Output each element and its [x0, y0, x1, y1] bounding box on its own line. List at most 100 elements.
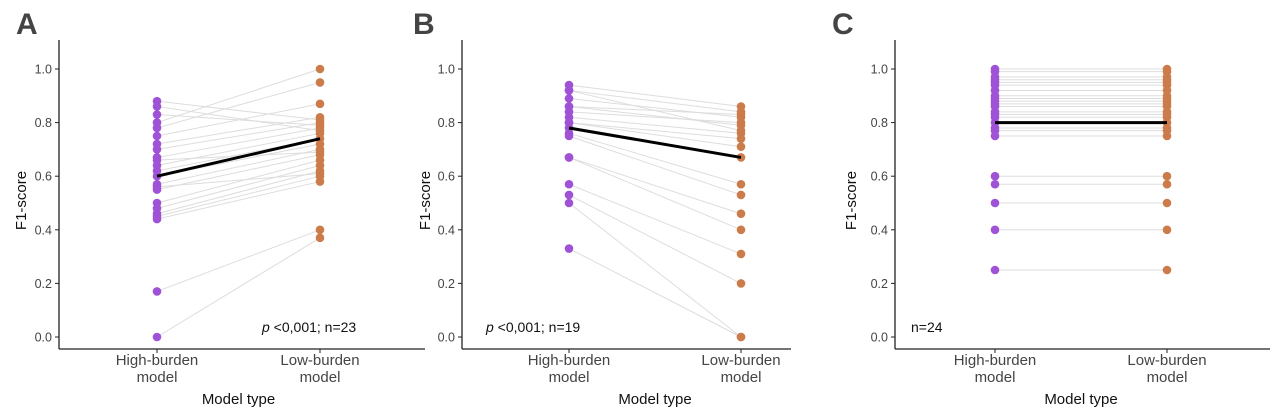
p-symbol: p: [261, 319, 270, 335]
y-tick-label: 0.8: [438, 116, 455, 130]
pair-line: [156, 181, 321, 220]
high-burden-point: [990, 64, 1000, 74]
low-burden-point: [1162, 265, 1172, 275]
high-burden-point: [152, 155, 162, 165]
x-tick-label: High-burden: [954, 352, 1037, 369]
pair-line: [156, 148, 321, 185]
pair-line: [156, 127, 321, 158]
y-tick-label: 0.8: [871, 116, 888, 130]
y-axis-title: F1-score: [843, 171, 860, 230]
pair-line: [568, 183, 742, 255]
low-burden-point: [315, 169, 325, 178]
y-tick-label: 0.2: [438, 277, 455, 291]
pair-line: [156, 229, 321, 292]
low-burden-point: [315, 99, 325, 109]
low-burden-point: [736, 134, 746, 143]
stats-text: <0,001; n=19: [494, 319, 581, 335]
pair-line: [156, 68, 321, 124]
stats-text: <0,001; n=23: [270, 319, 357, 335]
high-burden-point: [152, 110, 162, 119]
panel-b: B0.00.20.40.60.81.0F1-scoreHigh-burdenmo…: [413, 8, 791, 408]
panel-label: C: [832, 8, 854, 41]
pair-line: [568, 156, 742, 231]
x-tick-label: model: [975, 369, 1016, 386]
pair-line: [156, 164, 321, 209]
high-burden-point: [564, 190, 574, 200]
high-burden-point: [152, 131, 162, 141]
x-tick-label: High-burden: [116, 352, 199, 369]
high-burden-point: [990, 198, 1000, 208]
y-tick-label: 1.0: [871, 63, 888, 77]
low-burden-point: [736, 179, 746, 189]
x-tick-label: model: [137, 369, 178, 386]
y-tick-label: 0.4: [871, 223, 888, 237]
y-axis-title: F1-score: [13, 171, 30, 230]
panel-label: B: [413, 8, 435, 41]
low-burden-point: [315, 225, 325, 235]
pair-line: [568, 132, 742, 185]
high-burden-point: [564, 118, 574, 127]
x-tick-label: model: [300, 369, 341, 386]
x-tick-label: model: [721, 369, 762, 386]
pair-line: [568, 135, 742, 196]
x-axis-title: Model type: [1044, 391, 1117, 408]
high-burden-point: [152, 332, 162, 342]
low-burden-point: [315, 78, 325, 87]
y-tick-label: 0.4: [35, 223, 52, 237]
y-tick-label: 0.8: [35, 116, 52, 130]
y-axis-title: F1-score: [417, 171, 434, 230]
mean-line: [156, 137, 321, 178]
low-burden-point: [1162, 198, 1172, 208]
pair-line: [568, 122, 742, 148]
low-burden-point: [315, 126, 325, 135]
low-burden-point: [315, 147, 325, 157]
x-axis-title: Model type: [202, 391, 275, 408]
high-burden-point: [152, 287, 162, 296]
high-burden-point: [564, 102, 574, 111]
low-burden-point: [736, 102, 746, 111]
p-symbol: p: [485, 319, 494, 335]
pair-line: [568, 248, 742, 338]
pair-line: [156, 132, 321, 166]
panel-label: A: [16, 8, 38, 41]
low-burden-point: [315, 233, 325, 243]
high-burden-point: [564, 179, 574, 189]
high-burden-point: [152, 139, 162, 149]
low-burden-point: [736, 190, 746, 200]
stats-text: n=24: [911, 319, 943, 335]
low-burden-point: [1162, 171, 1172, 181]
low-burden-point: [315, 115, 325, 125]
pair-line: [156, 154, 321, 191]
low-burden-point: [1162, 179, 1172, 189]
high-burden-point: [564, 198, 574, 208]
y-tick-label: 0.6: [35, 170, 52, 184]
pair-line: [568, 106, 742, 126]
low-burden-point: [736, 249, 746, 259]
x-axis-title: Model type: [618, 391, 691, 408]
low-burden-point: [736, 225, 746, 235]
x-tick-label: High-burden: [528, 352, 611, 369]
pair-line: [156, 237, 321, 338]
panel-c: C0.00.20.40.60.81.0F1-scoreHigh-burdenmo…: [832, 8, 1270, 408]
pair-line: [156, 106, 321, 132]
low-burden-point: [1162, 64, 1172, 74]
panel-a: A0.00.20.40.60.81.0F1-scoreHigh-burdenmo…: [13, 8, 425, 408]
high-burden-point: [152, 118, 162, 127]
pair-line: [156, 81, 321, 129]
pair-line: [568, 194, 742, 284]
pair-line: [156, 114, 321, 126]
x-tick-label: Low-burden: [1127, 352, 1206, 369]
high-burden-point: [152, 96, 162, 106]
y-tick-label: 0.0: [871, 331, 888, 345]
y-tick-label: 0.6: [871, 170, 888, 184]
high-burden-point: [564, 153, 574, 162]
y-tick-label: 0.4: [438, 223, 455, 237]
stats-annotation: p <0,001; n=19: [485, 319, 580, 335]
x-tick-label: Low-burden: [280, 352, 359, 369]
pair-line: [156, 159, 321, 204]
pair-line: [568, 97, 742, 118]
pair-line: [568, 202, 742, 338]
low-burden-point: [736, 110, 746, 119]
pair-line: [156, 170, 321, 215]
